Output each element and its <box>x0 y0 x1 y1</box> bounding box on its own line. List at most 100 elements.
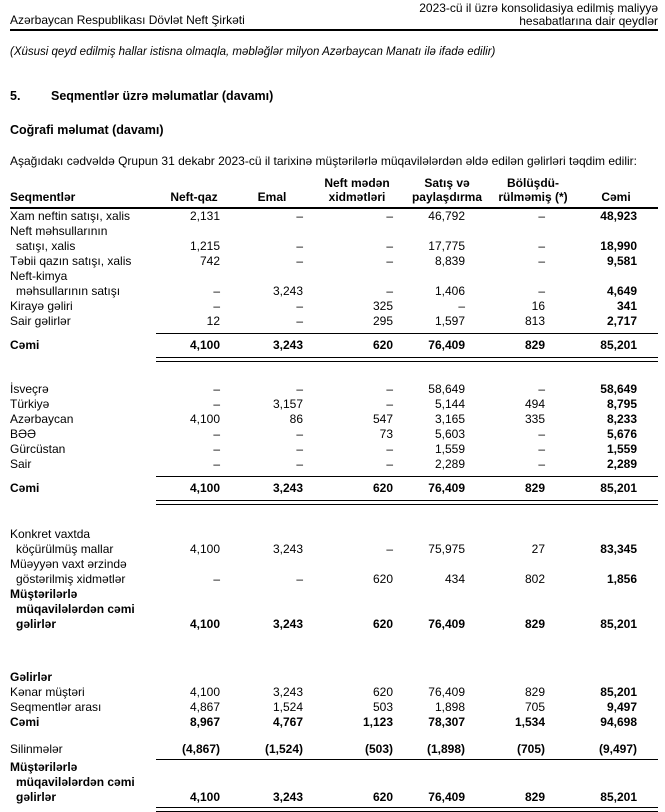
row-label-line: göstərilmiş xidmətlər <box>16 572 126 586</box>
row-value: 2,289 <box>606 457 637 471</box>
row-label-line: Kənar müştəri <box>10 685 85 699</box>
row-label-line: Neft məhsullarının <box>10 224 108 238</box>
row-value: 829 <box>524 617 545 631</box>
column-header-7: Cəmi <box>574 176 658 209</box>
row-label-line: Sair <box>10 457 32 471</box>
table-row: Cəmi 4,100 3,243 620 76,409 829 85,201 <box>10 334 658 355</box>
row-value: 434 <box>444 572 465 586</box>
row-value: 1,898 <box>434 700 465 714</box>
row-value <box>156 670 232 685</box>
row-value: 620 <box>372 790 393 804</box>
column-header-row: Seqmentlər Neft-qaz Emal Neft mədən xidmətlə… <box>10 176 658 209</box>
row-label: İsveçrə <box>10 382 156 397</box>
column-header-5: Satış və paylaşdırma <box>402 176 492 209</box>
row-value: – <box>386 284 393 298</box>
row-value: – <box>296 457 303 471</box>
measurement-note: (Xüsusi qeyd edilmiş hallar istisna olma… <box>10 46 496 58</box>
row-value: – <box>213 457 220 471</box>
row-value: 620 <box>372 481 393 495</box>
row-value: 813 <box>524 314 545 328</box>
row-value: – <box>538 442 545 456</box>
row-value: – <box>538 427 545 441</box>
row-value: 3,243 <box>272 542 303 556</box>
row-value: 3,243 <box>272 284 303 298</box>
row-value: 1,559 <box>606 442 637 456</box>
rule-cell <box>156 355 658 362</box>
row-label: Cəmi <box>10 477 156 498</box>
row-value: 620 <box>372 685 393 699</box>
row-value <box>402 670 492 685</box>
single-rule <box>156 759 658 760</box>
rule-cell <box>156 472 658 477</box>
row-value: 3,243 <box>272 338 303 352</box>
row-value: (1,524) <box>264 742 303 756</box>
row-label-line: Konkret vaxtda <box>10 527 91 541</box>
single-rule-row <box>10 472 658 477</box>
row-value: 4,767 <box>272 715 303 729</box>
section-spacer-cell <box>10 730 658 742</box>
row-value: 8,233 <box>606 412 637 426</box>
row-label-line: müqavilələrdən cəmi <box>16 775 135 789</box>
section-number: 5. <box>10 89 21 103</box>
double-rule <box>156 807 658 812</box>
row-value: 1,123 <box>362 715 393 729</box>
row-value: – <box>296 427 303 441</box>
row-value: – <box>386 254 393 268</box>
row-label-line: gəlirlər <box>16 617 57 631</box>
row-value: 1,597 <box>434 314 465 328</box>
table-row: Cəmi 4,100 3,243 620 76,409 829 85,201 <box>10 477 658 498</box>
row-value: – <box>386 542 393 556</box>
row-label: Cəmi <box>10 715 156 730</box>
row-label: Silinmələr <box>10 742 156 757</box>
row-value <box>312 670 402 685</box>
table-row: Müəyyən vaxt ərzində göstərilmiş xidmətlə… <box>10 557 658 587</box>
row-value: – <box>386 457 393 471</box>
row-value: 620 <box>372 617 393 631</box>
row-value: 76,409 <box>428 338 465 352</box>
row-value: 58,649 <box>428 382 465 396</box>
row-value: – <box>213 427 220 441</box>
row-value: 58,649 <box>600 382 637 396</box>
row-value: 9,581 <box>606 254 637 268</box>
row-value: 4,100 <box>189 542 220 556</box>
row-value: – <box>538 382 545 396</box>
row-value: – <box>213 442 220 456</box>
row-value: – <box>296 572 303 586</box>
section-spacer <box>10 362 658 382</box>
row-value: – <box>538 239 545 253</box>
row-value: 3,157 <box>272 397 303 411</box>
row-label: Gürcüstan <box>10 442 156 457</box>
row-value: 76,409 <box>428 790 465 804</box>
row-value: 5,144 <box>434 397 465 411</box>
row-value: 3,243 <box>272 790 303 804</box>
section-spacer <box>10 730 658 742</box>
row-label: Seqmentlər arası <box>10 700 156 715</box>
double-rule-row <box>10 355 658 362</box>
rule-cell <box>156 757 658 760</box>
row-value: 9,497 <box>606 700 637 714</box>
row-label-line: Seqmentlər arası <box>10 700 102 714</box>
row-value: 829 <box>524 790 545 804</box>
row-label-line: Gürcüstan <box>10 442 66 456</box>
row-value <box>232 670 312 685</box>
row-value: 3,243 <box>272 685 303 699</box>
row-value: 620 <box>372 572 393 586</box>
section-heading: 5. Seqmentlər üzrə məlumatlar (davamı) <box>10 89 658 103</box>
column-header-line: paylaşdırma <box>411 190 483 204</box>
row-value: 503 <box>372 700 393 714</box>
row-value: – <box>386 382 393 396</box>
row-value: 829 <box>524 338 545 352</box>
row-value: 48,923 <box>600 209 637 223</box>
table-row: Kirayə gəliri – – 325 – 16 341 <box>10 299 658 314</box>
section-spacer <box>10 632 658 670</box>
row-value <box>492 670 574 685</box>
row-value: 829 <box>524 685 545 699</box>
row-value: 86 <box>289 412 303 426</box>
row-value: 742 <box>199 254 220 268</box>
row-label-line: Təbii qazın satışı, xalis <box>10 254 132 268</box>
row-value: 73 <box>379 427 393 441</box>
row-label-line: Neft-kimya <box>10 269 68 283</box>
table-row: Neft-kimya məhsullarının satışı – 3,243 – 1,4… <box>10 269 658 299</box>
row-value: 17,775 <box>428 239 465 253</box>
